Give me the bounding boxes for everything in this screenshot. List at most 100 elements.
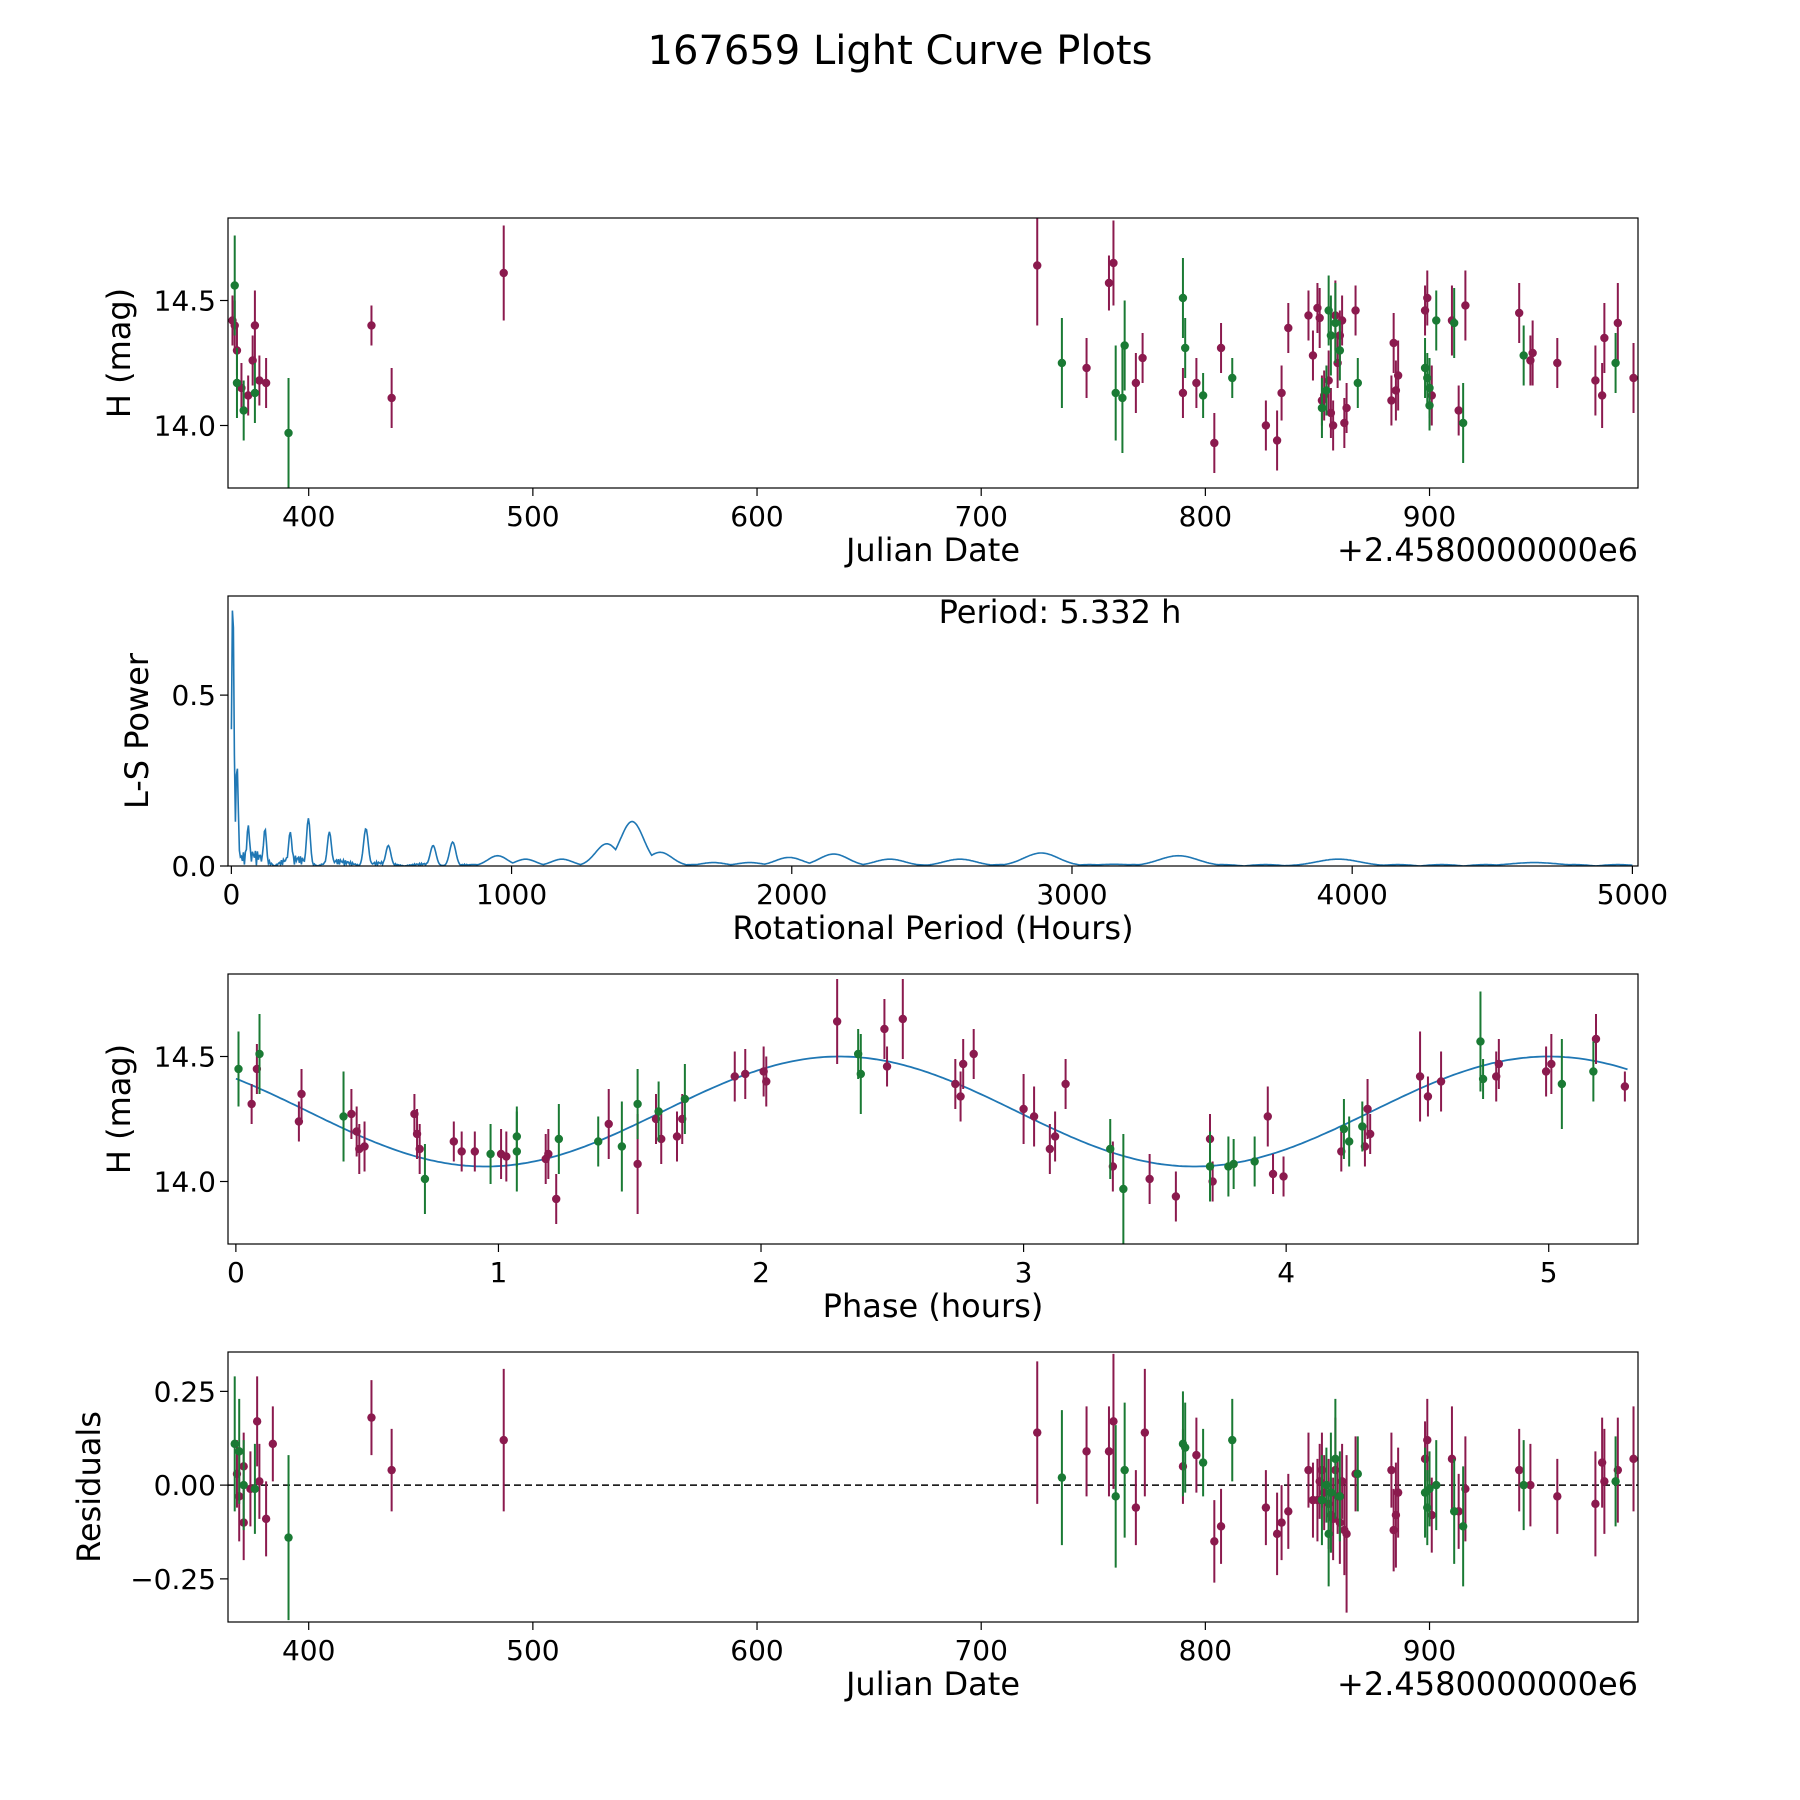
green-data-point bbox=[1057, 358, 1067, 368]
red-data-point bbox=[470, 1147, 480, 1156]
periodogram-xtick-label: 2000 bbox=[756, 878, 827, 911]
red-data-point bbox=[1423, 1092, 1433, 1101]
periodogram-frame bbox=[227, 595, 1639, 867]
green-data-point bbox=[680, 1094, 690, 1104]
residuals-ytick-label: −0.25 bbox=[130, 1563, 216, 1596]
red-data-point bbox=[250, 321, 260, 330]
green-data-point bbox=[1120, 341, 1129, 350]
green-data-point bbox=[239, 1480, 248, 1490]
light-curve-ytick-label: 14.5 bbox=[154, 285, 216, 318]
red-data-point bbox=[1277, 388, 1286, 398]
red-data-point bbox=[741, 1069, 750, 1079]
red-data-point bbox=[1328, 421, 1338, 430]
green-data-point bbox=[1228, 1435, 1237, 1445]
red-data-point bbox=[1528, 348, 1537, 358]
red-data-point bbox=[1178, 388, 1188, 398]
red-data-point bbox=[1342, 1529, 1351, 1539]
red-data-point bbox=[1140, 1428, 1150, 1437]
green-data-point bbox=[1118, 393, 1127, 403]
red-data-point bbox=[672, 1132, 682, 1141]
red-data-point bbox=[499, 1435, 508, 1445]
residuals-ylabel: Residuals bbox=[70, 1411, 108, 1563]
period-annotation: Period: 5.332 h bbox=[939, 593, 1182, 631]
light-curve-xtick-label: 700 bbox=[954, 500, 1007, 533]
red-data-point bbox=[958, 1059, 968, 1069]
green-data-point bbox=[239, 406, 248, 415]
red-data-point bbox=[1591, 1499, 1600, 1509]
red-data-point bbox=[261, 1514, 271, 1524]
red-data-point bbox=[1045, 1144, 1055, 1154]
red-data-point bbox=[1553, 358, 1562, 368]
light-curve-marks bbox=[228, 218, 1638, 488]
green-data-point bbox=[1458, 418, 1468, 428]
residuals-xtick-label: 600 bbox=[730, 1634, 783, 1667]
red-data-point bbox=[1109, 258, 1118, 268]
red-data-point bbox=[1315, 313, 1324, 323]
green-data-point bbox=[1057, 1473, 1067, 1482]
green-data-point bbox=[1326, 1488, 1336, 1497]
light-curve-xtick-label: 800 bbox=[1179, 500, 1232, 533]
red-data-point bbox=[1272, 436, 1282, 445]
periodogram-xtick-label: 0 bbox=[222, 878, 240, 911]
red-data-point bbox=[1597, 391, 1607, 400]
light-curve-offset-label: +2.4580000000e6 bbox=[1337, 531, 1638, 569]
green-data-point bbox=[1335, 346, 1345, 355]
red-data-point bbox=[1415, 1072, 1425, 1081]
residuals-xlabel: Julian Date bbox=[844, 1665, 1020, 1703]
green-data-point bbox=[284, 1533, 293, 1542]
green-data-point bbox=[1476, 1037, 1485, 1046]
red-data-point bbox=[1284, 1507, 1293, 1516]
green-data-point bbox=[1111, 388, 1120, 398]
red-data-point bbox=[1210, 1537, 1219, 1546]
periodogram-ylabel: L-S Power bbox=[118, 652, 156, 809]
red-data-point bbox=[255, 376, 264, 385]
red-data-point bbox=[1279, 1172, 1288, 1181]
green-data-point bbox=[1358, 1122, 1367, 1131]
green-data-point bbox=[1205, 1162, 1215, 1171]
green-data-point bbox=[1229, 1159, 1238, 1169]
red-data-point bbox=[247, 1099, 256, 1109]
phased-ylabel: H (mag) bbox=[100, 1044, 138, 1174]
green-data-point bbox=[1198, 391, 1208, 400]
green-data-point bbox=[1331, 1454, 1340, 1464]
red-data-point bbox=[1033, 261, 1042, 270]
red-data-point bbox=[1387, 1465, 1396, 1475]
red-data-point bbox=[1514, 1465, 1524, 1475]
green-data-point bbox=[1180, 1443, 1190, 1452]
red-data-point bbox=[1192, 378, 1201, 388]
residuals-xtick-label: 800 bbox=[1179, 1634, 1232, 1667]
green-data-point bbox=[1317, 1495, 1327, 1505]
phased-ytick-label: 14.5 bbox=[154, 1041, 216, 1074]
periodogram-xtick-label: 5000 bbox=[1597, 878, 1668, 911]
red-data-point bbox=[1393, 1488, 1403, 1497]
green-data-point bbox=[554, 1134, 564, 1144]
red-data-point bbox=[1461, 301, 1470, 310]
green-data-point bbox=[1106, 1144, 1115, 1154]
green-data-point bbox=[230, 1439, 239, 1449]
phased-frame bbox=[227, 973, 1639, 1245]
red-data-point bbox=[1145, 1174, 1154, 1184]
red-data-point bbox=[387, 393, 396, 403]
residuals-xtick-label: 400 bbox=[282, 1634, 335, 1667]
phased-xtick-label: 1 bbox=[490, 1256, 508, 1289]
red-data-point bbox=[415, 1144, 424, 1154]
red-data-point bbox=[1192, 1450, 1201, 1460]
phased-xtick-label: 2 bbox=[752, 1256, 770, 1289]
green-data-point bbox=[1198, 1458, 1208, 1467]
green-data-point bbox=[1425, 383, 1434, 393]
red-data-point bbox=[1033, 1428, 1042, 1437]
green-data-point bbox=[1228, 373, 1237, 383]
green-data-point bbox=[420, 1174, 430, 1184]
periodogram-marks bbox=[230, 610, 1633, 866]
green-data-point bbox=[1519, 351, 1528, 360]
phased-panel: 0 1 2 3 4 5 14.0 14.5 Phase (hours) H (mag) bbox=[100, 973, 1639, 1325]
red-data-point bbox=[880, 1024, 889, 1034]
red-data-point bbox=[1263, 1112, 1272, 1121]
green-data-point bbox=[1317, 403, 1327, 413]
red-data-point bbox=[1620, 1082, 1630, 1091]
red-data-point bbox=[1082, 1447, 1091, 1456]
residuals-ytick-label: 0.25 bbox=[154, 1375, 216, 1408]
red-data-point bbox=[1547, 1059, 1556, 1069]
green-data-point bbox=[617, 1142, 627, 1151]
red-data-point bbox=[1308, 351, 1318, 360]
